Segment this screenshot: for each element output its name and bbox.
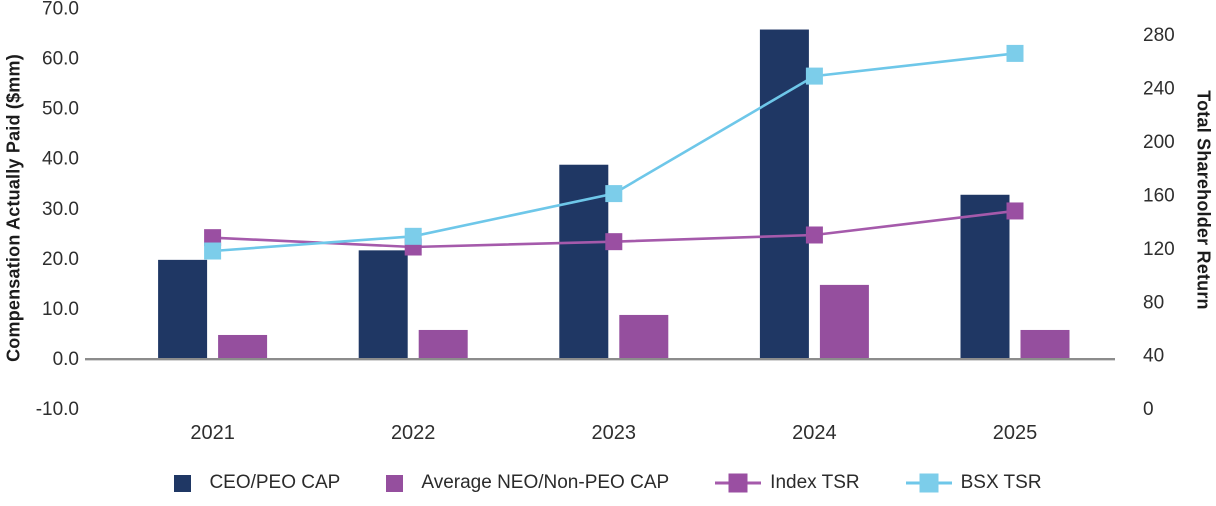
right-tick-label: 280	[1143, 25, 1175, 46]
legend-item-average-neo-non-peo-cap: Average NEO/Non-PEO CAP	[386, 472, 669, 494]
category-label: 2023	[592, 422, 637, 444]
index-tsr-marker	[204, 229, 222, 247]
legend-label: Average NEO/Non-PEO CAP	[421, 472, 670, 493]
category-label: 2024	[792, 422, 837, 444]
legend-line-marker-icon	[715, 473, 762, 493]
right-tick-label: 120	[1143, 239, 1175, 260]
left-tick-label: 50.0	[42, 99, 79, 120]
right-tick-label: 200	[1143, 132, 1175, 153]
ceo-peo-cap-bar	[559, 164, 609, 360]
left-tick-label: 70.0	[42, 0, 79, 20]
left-tick-label: 0.0	[53, 349, 79, 370]
index-tsr-marker	[605, 233, 623, 251]
left-tick-label: 20.0	[42, 249, 79, 270]
ceo-peo-cap-bar	[158, 259, 208, 360]
right-tick-label: 0	[1143, 399, 1154, 420]
category-label: 2021	[190, 422, 235, 444]
legend-label: CEO/PEO CAP	[209, 472, 341, 493]
average-neo-non-peo-cap-bar	[218, 334, 268, 360]
right-tick-label: 240	[1143, 79, 1175, 100]
bsx-tsr-marker	[1006, 44, 1024, 62]
ceo-peo-cap-bar	[358, 250, 408, 360]
left-tick-label: -10.0	[36, 399, 79, 420]
legend-item-index-tsr: Index TSR	[715, 472, 860, 494]
average-neo-non-peo-cap-bar	[819, 284, 869, 360]
category-label: 2025	[993, 422, 1038, 444]
category-label: 2022	[391, 422, 436, 444]
ceo-peo-cap-bar	[960, 194, 1010, 360]
chart-legend: CEO/PEO CAP Average NEO/Non-PEO CAP Index …	[0, 472, 1216, 494]
legend-label: Index TSR	[770, 472, 860, 493]
bsx-tsr-marker	[605, 185, 623, 203]
legend-swatch-icon	[174, 474, 192, 492]
legend-swatch-icon	[386, 474, 404, 492]
bsx-tsr-marker	[204, 242, 222, 260]
left-tick-label: 10.0	[42, 299, 79, 320]
legend-item-ceo-peo-cap: CEO/PEO CAP	[174, 472, 340, 494]
bsx-tsr-line	[212, 52, 1016, 253]
legend-label: BSX TSR	[960, 472, 1042, 493]
right-tick-label: 80	[1143, 292, 1164, 313]
index-tsr-marker	[805, 226, 823, 244]
right-tick-label: 160	[1143, 185, 1175, 206]
right-tick-label: 40	[1143, 346, 1164, 367]
left-tick-label: 60.0	[42, 49, 79, 70]
index-tsr-marker	[1006, 202, 1024, 220]
average-neo-non-peo-cap-bar	[1020, 329, 1070, 360]
bsx-tsr-marker	[404, 227, 422, 245]
ceo-peo-cap-bar	[759, 29, 809, 360]
average-neo-non-peo-cap-bar	[619, 314, 669, 360]
left-tick-label: 40.0	[42, 149, 79, 170]
legend-item-bsx-tsr: BSX TSR	[905, 472, 1042, 494]
average-neo-non-peo-cap-bar	[418, 329, 468, 360]
legend-line-marker-icon	[905, 473, 952, 493]
left-tick-label: 30.0	[42, 199, 79, 220]
bsx-tsr-marker	[805, 67, 823, 85]
